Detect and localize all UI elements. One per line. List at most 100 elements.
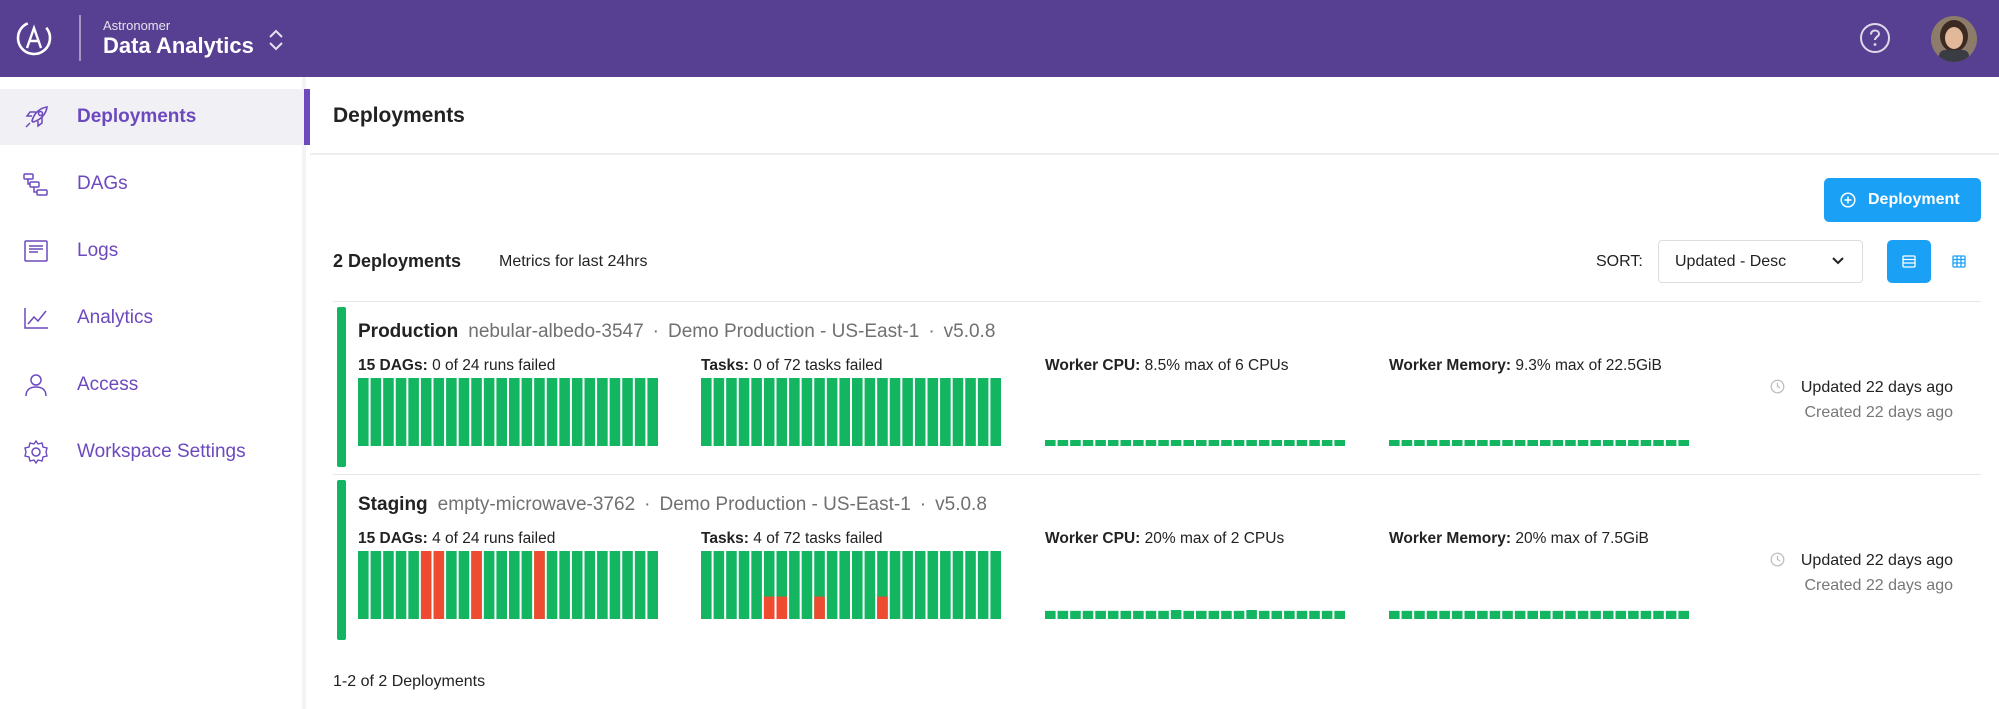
run-bar (889, 551, 901, 619)
run-bar (977, 378, 989, 446)
usage-bar (1464, 610, 1476, 619)
failed-run-bar (877, 596, 888, 619)
avatar-image-icon (1931, 16, 1977, 62)
run-bar (496, 551, 507, 619)
worker-cpu-chart (1045, 610, 1345, 619)
tasks-metric: Tasks: 4 of 72 tasks failed (701, 530, 1001, 619)
list-view-button[interactable] (1887, 240, 1931, 283)
usage-bar (1678, 610, 1689, 619)
deployment-count: 2 Deployments (333, 251, 462, 271)
usage-bar (1464, 440, 1476, 446)
plus-circle-icon (1840, 192, 1856, 208)
run-bar (977, 551, 989, 619)
run-bar (927, 378, 939, 446)
list-divider (333, 474, 1981, 475)
usage-bar (1514, 440, 1526, 446)
usage-bar (1095, 440, 1106, 446)
usage-bar (1057, 440, 1069, 446)
org-label: Astronomer (103, 18, 171, 33)
run-bar (597, 378, 608, 446)
sidebar-item-label: Deployments (77, 106, 197, 127)
usage-bar (1145, 610, 1157, 619)
sidebar-item-logs[interactable]: Logs (0, 223, 306, 279)
usage-bar (1334, 440, 1345, 446)
run-bar (826, 378, 838, 446)
run-bar (634, 551, 646, 619)
sidebar-item-analytics[interactable]: Analytics (0, 290, 306, 346)
astronomer-logo-icon[interactable] (14, 16, 54, 60)
run-bar (701, 551, 712, 619)
workspace-switch-chevron-icon[interactable] (266, 26, 286, 54)
run-bar (965, 378, 976, 446)
help-icon[interactable] (1859, 22, 1891, 54)
created-time: Created 22 days ago (1804, 577, 1953, 594)
usage-bar (1527, 440, 1538, 446)
worker-cpu-chart (1045, 440, 1345, 446)
sidebar-item-workspace-settings[interactable]: Workspace Settings (0, 424, 306, 480)
run-bar (713, 378, 725, 446)
run-bar (408, 378, 419, 446)
run-bar (701, 378, 712, 446)
usage-bar (1665, 440, 1677, 446)
run-bar (952, 378, 964, 446)
run-bar (789, 378, 800, 446)
run-bar (751, 551, 762, 619)
usage-bar (1296, 610, 1308, 619)
add-deployment-button[interactable]: Deployment (1824, 178, 1981, 222)
sidebar-item-access[interactable]: Access (0, 357, 306, 413)
worker-memory-metric: Worker Memory: 20% max of 7.5GiB (1389, 530, 1689, 619)
usage-bar (1183, 610, 1194, 619)
grid-view-button[interactable] (1937, 240, 1981, 283)
list-divider (333, 301, 1981, 302)
usage-bar (1451, 610, 1463, 619)
run-bar (433, 378, 445, 446)
usage-bar (1552, 610, 1564, 619)
usage-bar (1196, 440, 1207, 446)
dag-runs-chart (358, 551, 658, 619)
run-bar (776, 378, 788, 446)
usage-bar (1170, 610, 1182, 619)
usage-bar (1158, 440, 1169, 446)
run-bar (395, 551, 407, 619)
usage-bar (1577, 440, 1589, 446)
deployment-description: Demo Production - US-East-1 (659, 494, 911, 515)
usage-bar (1527, 610, 1538, 619)
usage-bar (1590, 440, 1601, 446)
failed-run-bar (534, 551, 545, 619)
run-bar (713, 551, 725, 619)
avatar[interactable] (1931, 16, 1977, 62)
run-bar (738, 551, 750, 619)
deployment-card-production[interactable]: Production nebular-albedo-3547 · Demo Produ… (337, 307, 1981, 467)
usage-bar (1451, 440, 1463, 446)
run-bar (571, 378, 583, 446)
run-bar (609, 551, 621, 619)
run-bar (889, 378, 901, 446)
usage-bar (1552, 440, 1564, 446)
sidebar-item-dags[interactable]: DAGs (0, 156, 306, 212)
run-bar (446, 551, 457, 619)
run-bar (509, 551, 520, 619)
tasks-label: Tasks: (701, 530, 749, 547)
sidebar-item-deployments[interactable]: Deployments (0, 89, 310, 145)
dag-runs-metric: 15 DAGs: 0 of 24 runs failed (358, 357, 658, 446)
run-bar (609, 378, 621, 446)
usage-bar (1258, 610, 1270, 619)
run-bar (738, 378, 750, 446)
run-bar (509, 378, 520, 446)
usage-bar (1107, 610, 1119, 619)
run-bar (597, 551, 608, 619)
tasks-chart (701, 551, 1001, 619)
workspace-name[interactable]: Data Analytics (103, 33, 254, 58)
usage-bar (1045, 610, 1056, 619)
run-bar (940, 378, 951, 446)
clock-icon (1770, 379, 1785, 394)
usage-bar (1246, 610, 1257, 619)
run-bar (952, 551, 964, 619)
deployment-card-staging[interactable]: Staging empty-microwave-3762 · Demo Product… (337, 480, 1981, 640)
run-bar (852, 378, 863, 446)
run-bar (370, 551, 382, 619)
run-bar (864, 378, 876, 446)
sort-select[interactable]: Updated - Desc (1658, 240, 1863, 283)
usage-bar (1615, 610, 1627, 619)
run-bar (826, 551, 838, 619)
